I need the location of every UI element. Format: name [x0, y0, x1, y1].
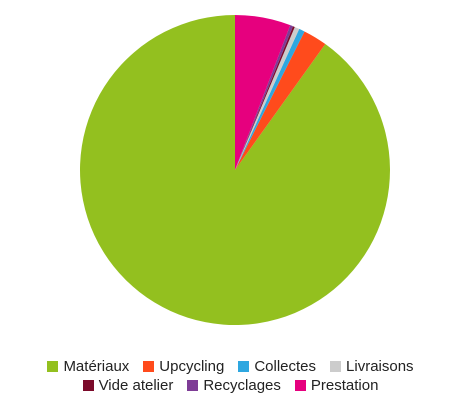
legend-swatch — [187, 380, 199, 391]
legend-label: Upcycling — [159, 358, 225, 375]
pie-slice — [235, 28, 305, 170]
legend-item: Prestation — [294, 377, 379, 394]
legend-item: Matériaux — [47, 358, 129, 375]
legend-item: Upcycling — [143, 358, 224, 375]
legend-item: Collectes — [238, 358, 316, 375]
pie-slice — [235, 26, 295, 170]
pie-slice — [235, 25, 293, 170]
legend-item: Vide atelier — [82, 377, 174, 394]
legend-item: Recyclages — [187, 377, 281, 394]
legend-label: Vide atelier — [98, 377, 174, 394]
legend-label: Matériaux — [63, 358, 130, 375]
legend-swatch — [238, 361, 250, 372]
legend-label: Collectes — [254, 358, 317, 375]
legend-label: Prestation — [310, 377, 379, 394]
pie-slice — [235, 31, 326, 171]
legend: Matériaux Upcycling Collectes Livraisons Vid… — [0, 358, 461, 394]
legend-swatch — [294, 380, 306, 391]
legend-label: Livraisons — [346, 358, 414, 375]
legend-swatch — [47, 361, 59, 372]
legend-swatch — [143, 361, 155, 372]
legend-label: Recyclages — [203, 377, 281, 394]
legend-item: Livraisons — [330, 358, 414, 375]
pie-slice — [235, 26, 300, 171]
pie-slice — [235, 15, 291, 170]
chart — [80, 15, 390, 325]
legend-swatch — [330, 361, 342, 372]
legend-swatch — [82, 380, 94, 391]
